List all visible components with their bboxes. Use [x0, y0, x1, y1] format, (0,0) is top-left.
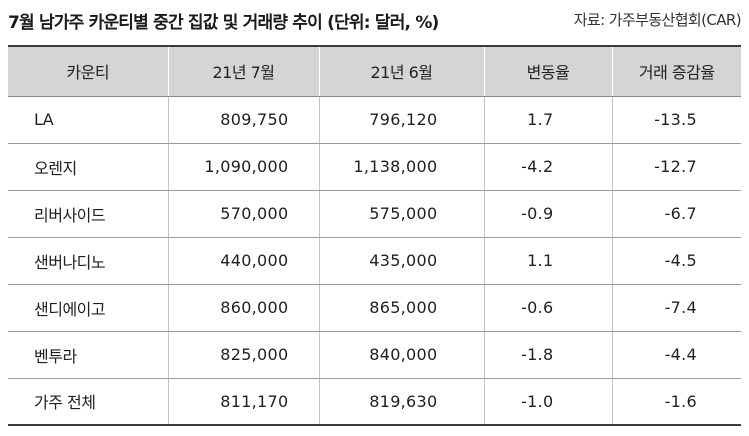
county-cell: 샌디에이고 [8, 284, 168, 332]
county-cell: 샌버나디노 [8, 237, 168, 285]
table-row: 샌버나디노 440,000 435,000 1.1 -4.5 [8, 237, 741, 285]
change-cell: -0.6 [483, 284, 612, 332]
county-cell: LA [8, 96, 168, 144]
change-cell: 1.1 [483, 237, 612, 285]
header-jul: 21년 7월 [167, 45, 319, 97]
change-cell: -4.2 [483, 143, 612, 191]
jun-price-cell: 435,000 [318, 237, 484, 285]
header-change: 변동율 [483, 45, 612, 97]
jun-price-cell: 796,120 [318, 96, 484, 144]
table-row: 오렌지 1,090,000 1,138,000 -4.2 -12.7 [8, 143, 741, 191]
volume-cell: -4.4 [611, 331, 741, 379]
header-jun: 21년 6월 [318, 45, 484, 97]
table-row-total: 가주 전체 811,170 819,630 -1.0 -1.6 [8, 378, 741, 426]
change-cell: -1.8 [483, 331, 612, 379]
jun-price-cell: 819,630 [318, 378, 484, 426]
jul-price-cell: 811,170 [167, 378, 319, 426]
jun-price-cell: 840,000 [318, 331, 484, 379]
jun-price-cell: 575,000 [318, 190, 484, 238]
volume-cell: -1.6 [611, 378, 741, 426]
header-row: 카운티 21년 7월 21년 6월 변동율 거래 증감율 [8, 45, 741, 97]
table-row: 샌디에이고 860,000 865,000 -0.6 -7.4 [8, 284, 741, 332]
jul-price-cell: 825,000 [167, 331, 319, 379]
jul-price-cell: 570,000 [167, 190, 319, 238]
table-row: LA 809,750 796,120 1.7 -13.5 [8, 96, 741, 144]
county-cell: 벤투라 [8, 331, 168, 379]
volume-cell: -7.4 [611, 284, 741, 332]
change-cell: -1.0 [483, 378, 612, 426]
volume-cell: -12.7 [611, 143, 741, 191]
volume-cell: -4.5 [611, 237, 741, 285]
header-county: 카운티 [8, 45, 168, 97]
price-table: 카운티 21년 7월 21년 6월 변동율 거래 증감율 LA 809,750 … [8, 45, 741, 426]
page-title: 7월 남가주 카운티별 중간 집값 및 거래량 추이 (단위: 달러, %) [8, 13, 439, 33]
table-row: 벤투라 825,000 840,000 -1.8 -4.4 [8, 331, 741, 379]
jun-price-cell: 1,138,000 [318, 143, 484, 191]
jul-price-cell: 440,000 [167, 237, 319, 285]
county-cell: 오렌지 [8, 143, 168, 191]
jul-price-cell: 860,000 [167, 284, 319, 332]
county-cell: 가주 전체 [8, 378, 168, 426]
volume-cell: -13.5 [611, 96, 741, 144]
header-volume: 거래 증감율 [611, 45, 741, 97]
jul-price-cell: 1,090,000 [167, 143, 319, 191]
header: 7월 남가주 카운티별 중간 집값 및 거래량 추이 (단위: 달러, %) 자… [0, 0, 749, 42]
jun-price-cell: 865,000 [318, 284, 484, 332]
source-note: 자료: 가주부동산협회(CAR) [573, 11, 742, 29]
volume-cell: -6.7 [611, 190, 741, 238]
table-row: 리버사이드 570,000 575,000 -0.9 -6.7 [8, 190, 741, 238]
jul-price-cell: 809,750 [167, 96, 319, 144]
county-cell: 리버사이드 [8, 190, 168, 238]
change-cell: -0.9 [483, 190, 612, 238]
change-cell: 1.7 [483, 96, 612, 144]
